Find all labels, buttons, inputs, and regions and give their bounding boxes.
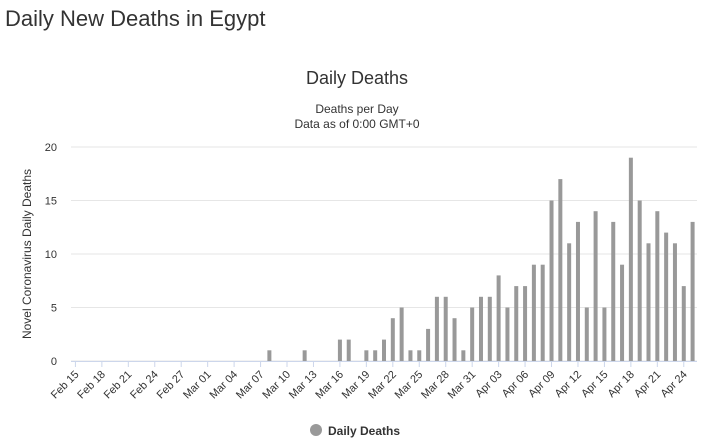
chart-subtitle: Deaths per Day bbox=[315, 102, 398, 116]
x-tick-label: Apr 24 bbox=[658, 369, 689, 400]
x-tick-label: Apr 03 bbox=[473, 369, 504, 400]
x-tick-label: Feb 15 bbox=[49, 369, 82, 402]
bar bbox=[426, 328, 431, 361]
bar bbox=[646, 243, 651, 361]
chart-title: Daily Deaths bbox=[306, 68, 408, 88]
bar bbox=[690, 221, 695, 361]
x-tick-label: Feb 27 bbox=[155, 369, 188, 402]
bar bbox=[496, 275, 501, 361]
bar bbox=[346, 339, 351, 361]
bar bbox=[567, 243, 572, 361]
bar bbox=[302, 350, 307, 361]
x-tick-label: Mar 16 bbox=[313, 369, 346, 402]
bar bbox=[637, 200, 642, 361]
x-tick-label: Feb 18 bbox=[75, 369, 108, 402]
bar bbox=[655, 211, 660, 361]
bar bbox=[267, 350, 272, 361]
x-tick-label: Mar 13 bbox=[287, 369, 320, 402]
x-tick-label: Mar 01 bbox=[181, 369, 214, 402]
bar bbox=[575, 221, 580, 361]
bar bbox=[373, 350, 378, 361]
x-tick-label: Apr 18 bbox=[606, 369, 637, 400]
bar bbox=[540, 264, 545, 361]
x-tick-label: Mar 07 bbox=[234, 369, 267, 402]
bar bbox=[452, 318, 457, 361]
bar bbox=[628, 157, 633, 361]
y-tick-label: 5 bbox=[51, 303, 57, 315]
x-tick-label: Apr 06 bbox=[500, 369, 531, 400]
x-tick-label: Mar 31 bbox=[446, 369, 479, 402]
y-tick-label: 10 bbox=[45, 249, 57, 261]
bar bbox=[514, 286, 519, 361]
bar bbox=[558, 179, 563, 361]
bar bbox=[337, 339, 342, 361]
bar bbox=[408, 350, 413, 361]
bar bbox=[523, 286, 528, 361]
bar bbox=[681, 286, 686, 361]
bar bbox=[664, 232, 669, 361]
x-tick-label: Mar 25 bbox=[393, 369, 426, 402]
x-tick-label: Mar 10 bbox=[260, 369, 293, 402]
y-tick-label: 20 bbox=[45, 142, 57, 154]
legend-marker bbox=[310, 424, 322, 436]
bar bbox=[390, 318, 395, 361]
x-tick-label: Apr 09 bbox=[526, 369, 557, 400]
x-tick-label: Feb 24 bbox=[128, 369, 161, 402]
x-tick-label: Apr 12 bbox=[553, 369, 584, 400]
bar bbox=[434, 296, 439, 361]
x-tick-label: Mar 04 bbox=[208, 369, 241, 402]
bar bbox=[443, 296, 448, 361]
y-axis-label: Novel Coronavirus Daily Deaths bbox=[20, 169, 34, 339]
y-tick-label: 15 bbox=[45, 196, 57, 208]
bar bbox=[364, 350, 369, 361]
bar bbox=[602, 307, 607, 361]
bar bbox=[461, 350, 466, 361]
bar bbox=[487, 296, 492, 361]
y-tick-label: 0 bbox=[51, 356, 57, 368]
x-tick-label: Mar 22 bbox=[366, 369, 399, 402]
x-tick-label: Feb 21 bbox=[102, 369, 135, 402]
bar bbox=[478, 296, 483, 361]
bar bbox=[382, 339, 386, 361]
bar bbox=[593, 211, 598, 361]
x-tick-label: Apr 15 bbox=[579, 369, 610, 400]
bar bbox=[672, 243, 677, 361]
bar bbox=[584, 307, 589, 361]
bar bbox=[549, 200, 554, 361]
x-tick-label: Mar 19 bbox=[340, 369, 373, 402]
bar bbox=[470, 307, 475, 361]
bar bbox=[417, 350, 422, 361]
page-title: Daily New Deaths in Egypt bbox=[5, 6, 265, 31]
chart-subtitle: Data as of 0:00 GMT+0 bbox=[294, 117, 419, 131]
bar bbox=[399, 307, 404, 361]
bar bbox=[531, 264, 536, 361]
bar bbox=[620, 264, 625, 361]
legend-label: Daily Deaths bbox=[328, 424, 400, 438]
x-tick-label: Mar 28 bbox=[419, 369, 452, 402]
bar bbox=[611, 221, 616, 361]
x-tick-label: Apr 21 bbox=[632, 369, 663, 400]
bar bbox=[505, 307, 510, 361]
